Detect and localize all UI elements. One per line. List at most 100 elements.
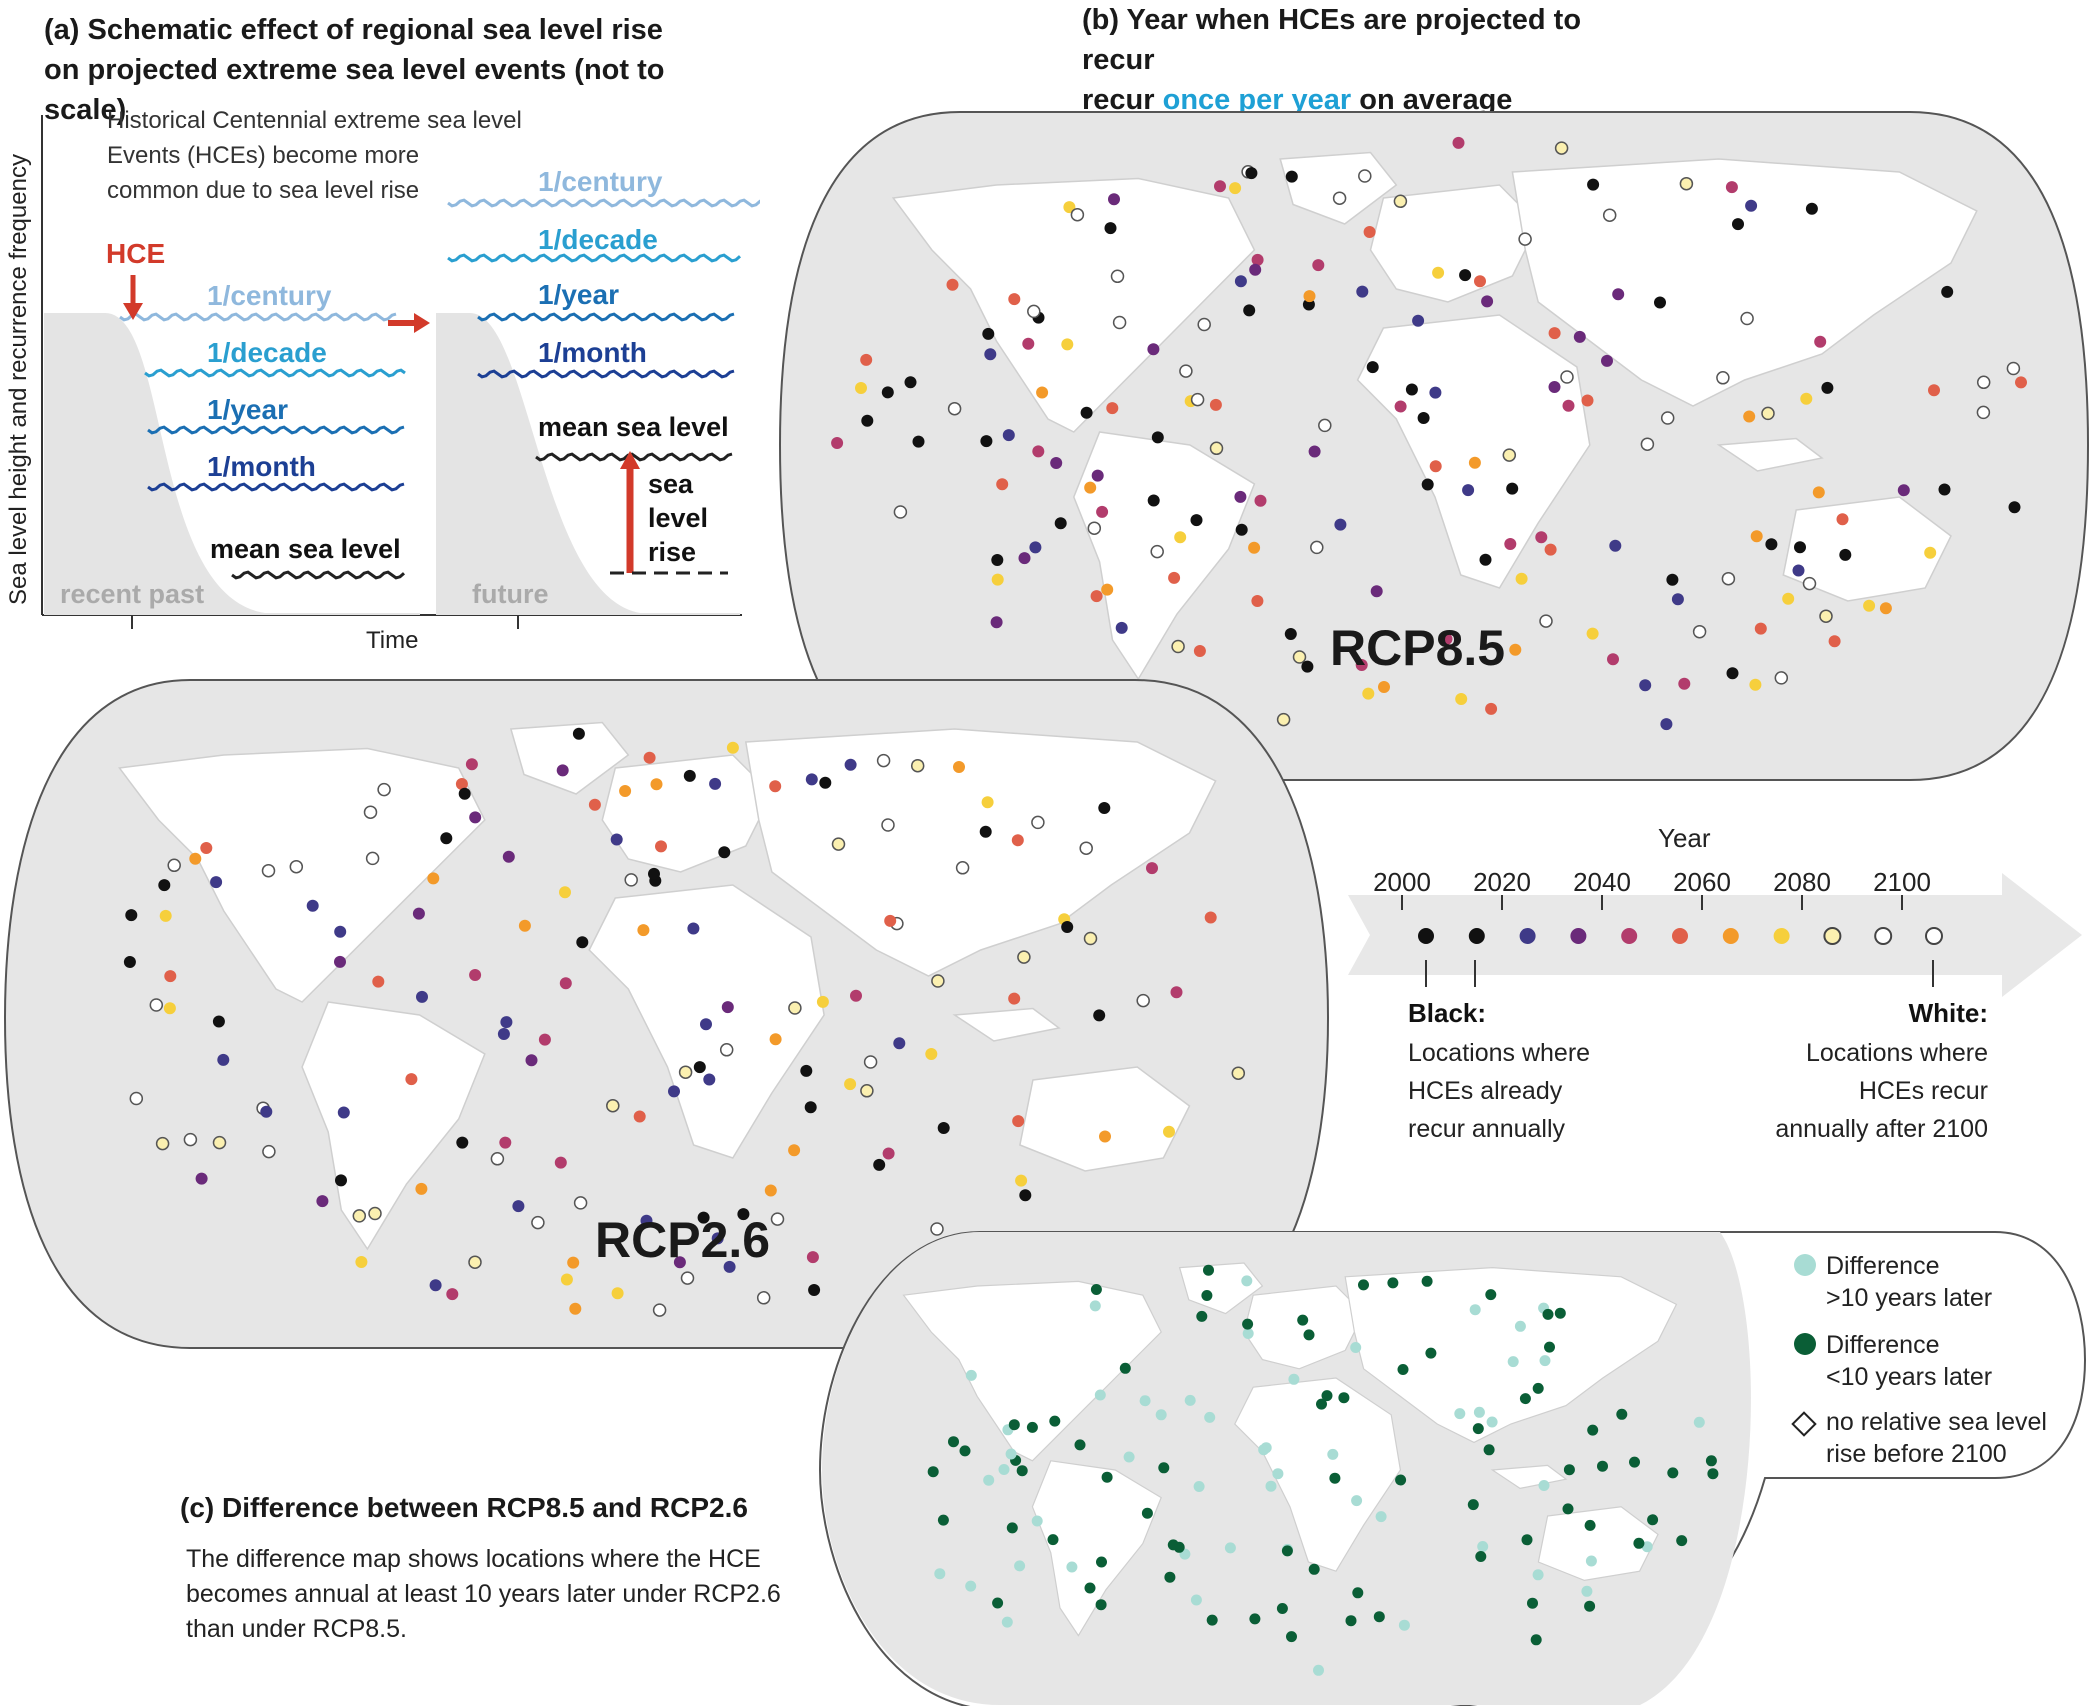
- location-dot: [1509, 643, 1522, 656]
- location-dot: [1190, 392, 1205, 407]
- location-dot: [1139, 1395, 1151, 1407]
- location-dot: [1421, 478, 1434, 491]
- location-dot: [1468, 456, 1481, 469]
- location-dot: [1562, 399, 1575, 412]
- location-dot: [637, 924, 650, 937]
- year-legend-dot: [1925, 927, 1943, 945]
- location-dot: [446, 1288, 459, 1301]
- location-dot: [1879, 602, 1892, 615]
- location-dot: [723, 1260, 736, 1273]
- location-dot: [1716, 371, 1730, 385]
- location-dot: [1976, 405, 1991, 420]
- location-dot: [1084, 1582, 1096, 1594]
- future-level-century: 1/century: [538, 166, 663, 197]
- panel-c-description: The difference map shows locations where…: [186, 1545, 781, 1643]
- location-dot: [260, 1105, 273, 1118]
- location-dot: [1214, 180, 1226, 193]
- location-dot: [800, 1064, 813, 1077]
- white-title: White:: [1909, 998, 1988, 1028]
- location-dot: [1251, 253, 1264, 266]
- location-dot: [1542, 1308, 1554, 1320]
- location-dot: [640, 1214, 653, 1227]
- location-dot: [991, 573, 1004, 586]
- location-dot: [1301, 660, 1314, 673]
- location-dot: [337, 1106, 350, 1119]
- location-dot: [1104, 222, 1117, 235]
- location-dot: [1671, 593, 1684, 606]
- location-dot: [844, 758, 857, 771]
- location-dot: [1350, 1342, 1362, 1353]
- location-dot: [1521, 1534, 1533, 1546]
- location-dot: [668, 1085, 680, 1098]
- location-dot: [1425, 1347, 1437, 1359]
- location-dot: [1193, 645, 1206, 657]
- land-africa: [1234, 1377, 1402, 1572]
- location-dot: [756, 1291, 771, 1305]
- location-dot: [1532, 1569, 1544, 1581]
- location-dot: [1432, 266, 1445, 279]
- location-dot: [1405, 383, 1418, 396]
- location-dot: [1732, 218, 1744, 231]
- location-dot: [1119, 1362, 1131, 1374]
- location-dot: [1467, 1499, 1479, 1511]
- location-dot: [1036, 386, 1049, 399]
- location-dot: [876, 753, 891, 768]
- year-legend-dot: [1621, 928, 1638, 944]
- location-dot: [1303, 1329, 1315, 1341]
- black-line-1: Locations where: [1408, 1039, 1590, 1067]
- location-dot: [429, 1279, 442, 1292]
- location-dot: [1096, 1556, 1107, 1568]
- legend-diamond-line-1: no relative sea level: [1826, 1408, 2047, 1436]
- past-mean-sea-level: mean sea level: [210, 534, 401, 564]
- location-dot: [1474, 275, 1486, 288]
- wave-future-decade: [447, 253, 742, 263]
- location-dot: [1749, 678, 1762, 691]
- location-dot: [129, 1091, 144, 1106]
- location-dot: [1765, 538, 1778, 551]
- location-dot: [1378, 681, 1390, 693]
- location-dot: [1535, 531, 1548, 544]
- location-dot: [1421, 1275, 1433, 1287]
- location-dot: [1532, 1382, 1544, 1394]
- location-dot: [368, 1206, 382, 1221]
- location-dot: [212, 1135, 227, 1150]
- land-europe: [601, 754, 773, 873]
- location-dot: [863, 1055, 878, 1069]
- location-dot: [1204, 911, 1217, 924]
- land-greenland: [1178, 1262, 1264, 1315]
- location-dot: [567, 1256, 580, 1269]
- x-axis-label: Time: [366, 627, 418, 654]
- location-dot: [1022, 337, 1035, 350]
- location-dot: [1462, 484, 1475, 497]
- location-dot: [1548, 327, 1561, 340]
- location-dot: [1693, 1416, 1705, 1428]
- past-level-century: 1/century: [207, 280, 332, 311]
- location-dot: [1029, 541, 1042, 554]
- location-dot: [948, 1436, 959, 1448]
- location-dot: [1897, 484, 1910, 497]
- location-dot: [709, 777, 722, 790]
- location-dot: [363, 805, 378, 819]
- location-dot: [1011, 834, 1024, 847]
- location-dot: [569, 1302, 582, 1315]
- location-dot: [1193, 1481, 1205, 1492]
- land-asia: [1511, 158, 1978, 407]
- location-dot: [831, 437, 844, 449]
- location-dot: [1155, 1409, 1167, 1421]
- location-dot: [525, 1054, 538, 1067]
- location-dot: [1654, 296, 1666, 309]
- location-dot: [1754, 622, 1767, 635]
- location-dot: [992, 1597, 1004, 1609]
- location-dot: [1366, 361, 1379, 374]
- location-dot: [1750, 530, 1763, 543]
- location-dot: [1074, 1439, 1086, 1451]
- location-dot: [991, 554, 1004, 566]
- legend-dark-line-2: <10 years later: [1826, 1363, 1992, 1391]
- location-dot: [624, 873, 638, 887]
- location-dot: [1018, 552, 1031, 565]
- location-dot: [610, 833, 623, 846]
- location-dot: [711, 1232, 724, 1245]
- location-dot: [980, 435, 993, 448]
- location-dot: [1586, 627, 1599, 640]
- black-line-3: recur annually: [1408, 1115, 1566, 1143]
